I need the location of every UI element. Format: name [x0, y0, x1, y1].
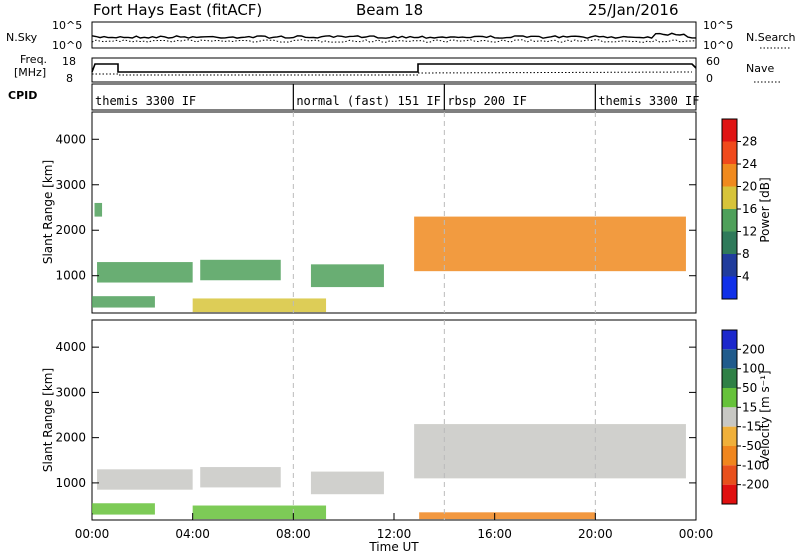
- noise-right-tick-bottom: 10^0: [703, 39, 733, 52]
- y-tick-label: 3000: [55, 385, 86, 399]
- colorbar-swatch: [722, 231, 737, 254]
- echo-region: [414, 424, 686, 479]
- noise-search-label: N.Search: [746, 31, 796, 44]
- cpid-segment-label: normal (fast) 151 IF: [296, 94, 441, 108]
- y-tick-label: 1000: [55, 269, 86, 283]
- echo-region: [94, 202, 103, 217]
- colorbar-swatch: [722, 209, 737, 232]
- colorbar-swatch: [722, 407, 737, 427]
- cpid-panel: CPID themis 3300 IF normal (fast) 151 IF r…: [8, 83, 699, 111]
- colorbar-tick-label: -15: [742, 420, 762, 434]
- colorbar-tick-label: -50: [742, 439, 762, 453]
- x-tick-label: 12:00: [377, 527, 412, 541]
- echo-region: [310, 264, 384, 288]
- colorbar-swatch: [722, 141, 737, 164]
- colorbar-swatch: [722, 276, 737, 299]
- colorbar-swatch: [722, 368, 737, 388]
- y-tick-label: 1000: [55, 476, 86, 490]
- x-tick-label: 04:00: [175, 527, 210, 541]
- freq-tick-bottom: 8: [66, 72, 73, 85]
- y-tick-label: 4000: [55, 340, 86, 354]
- colorbar-swatch: [722, 446, 737, 466]
- echo-region: [97, 469, 193, 490]
- echo-region: [414, 216, 686, 272]
- y-tick-label: 4000: [55, 132, 86, 146]
- nave-trace: [92, 71, 693, 76]
- y-tick-label: 2000: [55, 431, 86, 445]
- power-colorbar-label: Power [dB]: [758, 177, 772, 242]
- echo-region: [92, 503, 155, 515]
- x-tick-label: 16:00: [477, 527, 512, 541]
- colorbar-tick-label: 15: [742, 400, 757, 414]
- noise-panel: N.Sky 10^5 10^0 10^5 10^0 N.Search: [6, 19, 796, 52]
- echo-region: [310, 471, 384, 495]
- colorbar-tick-label: 4: [742, 270, 750, 284]
- noise-sky-label: N.Sky: [6, 31, 38, 44]
- x-tick-label: 20:00: [578, 527, 613, 541]
- colorbar-tick-label: 200: [742, 342, 765, 356]
- noise-sky-trace: [91, 32, 696, 39]
- velocity-panel: 1000 2000 3000 4000 00:00 04:00 08:00 12:00 16:…: [41, 319, 714, 554]
- x-tick-label: 00:00: [679, 527, 714, 541]
- velocity-xlabel: Time UT: [368, 540, 419, 554]
- x-tick-label: 00:00: [75, 527, 110, 541]
- freq-label: Freq.: [20, 53, 47, 66]
- beam-title: Beam 18: [356, 1, 423, 19]
- colorbar-swatch: [722, 164, 737, 187]
- power-colorbar: 4 8 12 16 20 24 28 Power [dB]: [721, 118, 772, 300]
- frequency-trace: [91, 63, 697, 73]
- nave-tick-bottom: 0: [706, 72, 713, 85]
- colorbar-swatch: [722, 349, 737, 369]
- cpid-segment-label: themis 3300 IF: [598, 94, 699, 108]
- colorbar-swatch: [722, 426, 737, 446]
- velocity-colorbar: 200 100 50 15 -15 -50 -100 -200 Velocity [m s⁻¹…: [721, 329, 772, 505]
- colorbar-swatch: [722, 484, 737, 504]
- echo-region: [200, 259, 281, 281]
- cpid-segment-label: themis 3300 IF: [95, 94, 196, 108]
- colorbar-tick-label: 20: [742, 180, 757, 194]
- noise-left-tick-top: 10^5: [52, 19, 82, 32]
- noise-left-tick-bottom: 10^0: [52, 39, 82, 52]
- velocity-ylabel: Slant Range [km]: [41, 368, 55, 472]
- x-tick-label: 08:00: [276, 527, 311, 541]
- colorbar-tick-label: -200: [742, 478, 769, 492]
- station-title: Fort Hays East (fitACF): [93, 1, 262, 19]
- noise-right-tick-top: 10^5: [703, 19, 733, 32]
- colorbar-swatch: [722, 465, 737, 485]
- power-panel: 1000 2000 3000 4000 Slant Range [km]: [41, 111, 697, 314]
- colorbar-swatch: [722, 388, 737, 408]
- colorbar-tick-label: 50: [742, 381, 757, 395]
- colorbar-swatch: [722, 119, 737, 142]
- frequency-panel: Freq. [MHz] 18 8 60 0 Nave: [14, 53, 780, 85]
- colorbar-tick-label: 16: [742, 202, 757, 216]
- colorbar-swatch: [722, 186, 737, 209]
- y-tick-label: 3000: [55, 178, 86, 192]
- echo-region: [419, 512, 596, 520]
- colorbar-swatch: [722, 330, 737, 350]
- echo-region: [200, 467, 281, 488]
- freq-unit-label: [MHz]: [14, 66, 46, 79]
- echo-region: [192, 298, 327, 313]
- nave-tick-top: 60: [706, 55, 720, 68]
- velocity-colorbar-label: Velocity [m s⁻¹]: [758, 370, 772, 463]
- colorbar-tick-label: -100: [742, 458, 769, 472]
- colorbar-tick-label: 28: [742, 135, 757, 149]
- power-ylabel: Slant Range [km]: [41, 160, 55, 264]
- colorbar-tick-label: 100: [742, 362, 765, 376]
- echo-region: [97, 262, 193, 283]
- cpid-label: CPID: [8, 89, 37, 102]
- freq-tick-top: 18: [62, 55, 76, 68]
- nave-label: Nave: [746, 62, 774, 75]
- echo-region: [192, 505, 327, 520]
- echo-region: [92, 296, 155, 308]
- date-title: 25/Jan/2016: [588, 1, 679, 19]
- colorbar-tick-label: 8: [742, 247, 750, 261]
- colorbar-tick-label: 12: [742, 225, 757, 239]
- noise-search-trace: [91, 39, 697, 43]
- colorbar-tick-label: 24: [742, 157, 757, 171]
- y-tick-label: 2000: [55, 223, 86, 237]
- colorbar-swatch: [722, 254, 737, 277]
- cpid-segment-label: rbsp 200 IF: [447, 94, 526, 108]
